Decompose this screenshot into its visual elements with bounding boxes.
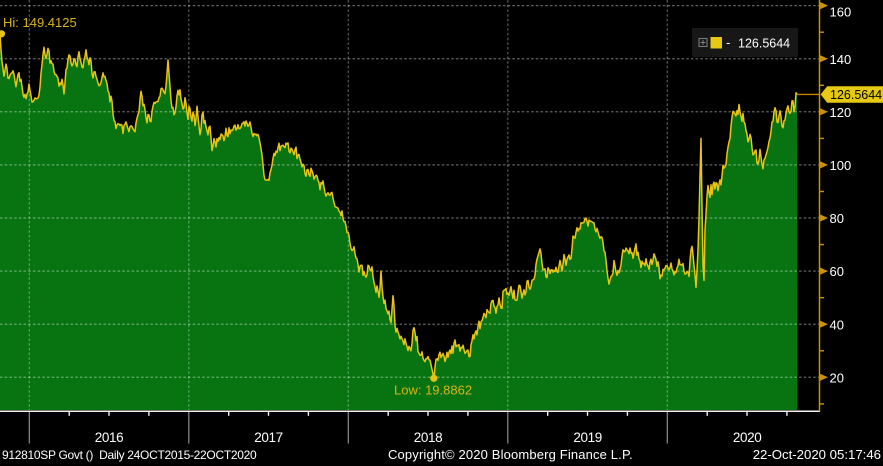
svg-text:160: 160 [830,5,852,20]
svg-text:2019: 2019 [573,430,601,445]
svg-text:Copyright© 2020 Bloomberg Fina: Copyright© 2020 Bloomberg Finance L.P. [388,447,633,462]
svg-text:100: 100 [830,158,852,173]
svg-text:2017: 2017 [254,430,282,445]
svg-text:Low: 19.8862: Low: 19.8862 [394,383,472,398]
svg-text:2020: 2020 [733,430,761,445]
svg-text:2016: 2016 [95,430,123,445]
svg-text:20: 20 [830,370,844,385]
svg-text:40: 40 [830,317,844,332]
svg-text:126.5644: 126.5644 [830,88,882,102]
svg-text:912810SP Govt () Daily 24OCT2: 912810SP Govt () Daily 24OCT2015-22OCT20… [2,448,257,462]
svg-text:-: - [726,35,730,50]
svg-text:120: 120 [830,105,852,120]
svg-text:80: 80 [830,211,844,226]
svg-text:140: 140 [830,52,852,67]
svg-text:2018: 2018 [414,430,442,445]
svg-text:126.5644: 126.5644 [738,36,790,50]
svg-text:22-Oct-2020 05:17:46: 22-Oct-2020 05:17:46 [753,447,881,462]
svg-text:60: 60 [830,264,844,279]
svg-text:Hi: 149.4125: Hi: 149.4125 [3,15,77,30]
